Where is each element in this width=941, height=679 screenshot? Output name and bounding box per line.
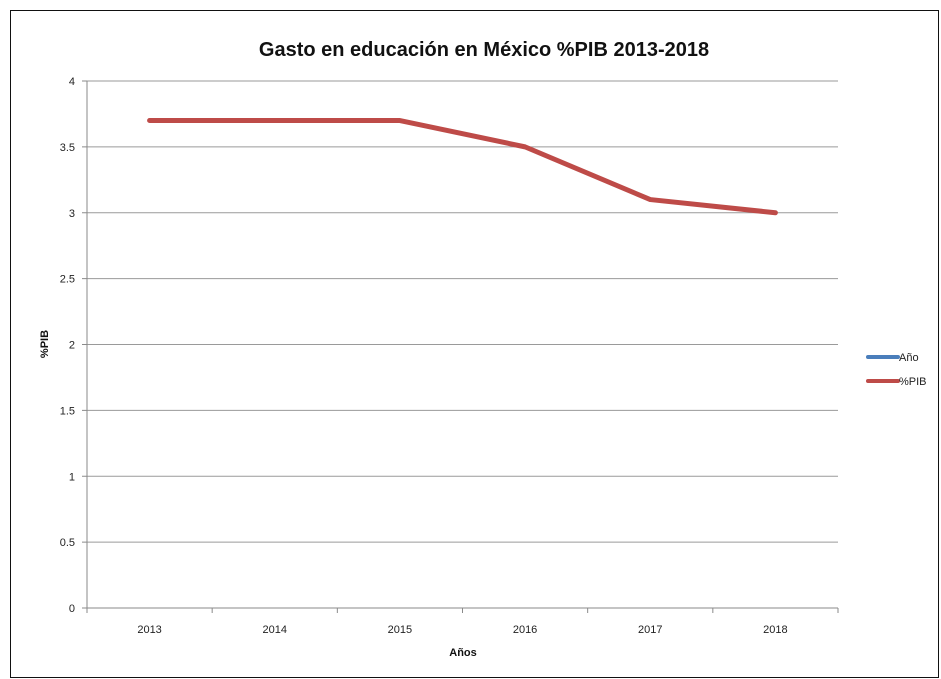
legend-label-1: %PIB xyxy=(899,376,927,388)
chart-frame: Gasto en educación en México %PIB 2013-2… xyxy=(10,10,939,678)
legend: Año %PIB xyxy=(866,352,927,388)
y-tick-label-1: 0.5 xyxy=(60,537,75,549)
legend-label-0: Año xyxy=(899,352,919,364)
x-tick-label-2014: 2014 xyxy=(263,624,287,636)
x-tick-label-2017: 2017 xyxy=(638,624,662,636)
y-axis-title: %PIB xyxy=(39,330,51,358)
y-tick-label-8: 4 xyxy=(69,76,75,88)
axes xyxy=(82,80,839,613)
y-tick-label-6: 3 xyxy=(69,208,75,220)
x-axis-tick-labels: 2013 2014 2015 2016 2017 2018 xyxy=(137,624,787,636)
chart-title: Gasto en educación en México %PIB 2013-2… xyxy=(259,39,709,61)
y-tick-label-2: 1 xyxy=(69,471,75,483)
x-tick-label-2015: 2015 xyxy=(388,624,412,636)
gridlines xyxy=(87,80,838,543)
y-tick-label-5: 2.5 xyxy=(60,274,75,286)
y-tick-label-0: 0 xyxy=(69,603,75,615)
x-tick-label-2013: 2013 xyxy=(137,624,161,636)
y-tick-label-3: 1.5 xyxy=(60,405,75,417)
x-axis-title: Años xyxy=(449,647,477,659)
x-tick-label-2016: 2016 xyxy=(513,624,537,636)
y-tick-label-4: 2 xyxy=(69,340,75,352)
x-tick-label-2018: 2018 xyxy=(763,624,787,636)
y-tick-label-7: 3.5 xyxy=(60,142,75,154)
line-chart: Gasto en educación en México %PIB 2013-2… xyxy=(39,39,927,659)
y-axis-tick-labels: 0 0.5 1 1.5 2 2.5 3 3.5 4 xyxy=(60,76,75,615)
series-line-1 xyxy=(147,118,778,216)
data-series xyxy=(147,118,778,216)
